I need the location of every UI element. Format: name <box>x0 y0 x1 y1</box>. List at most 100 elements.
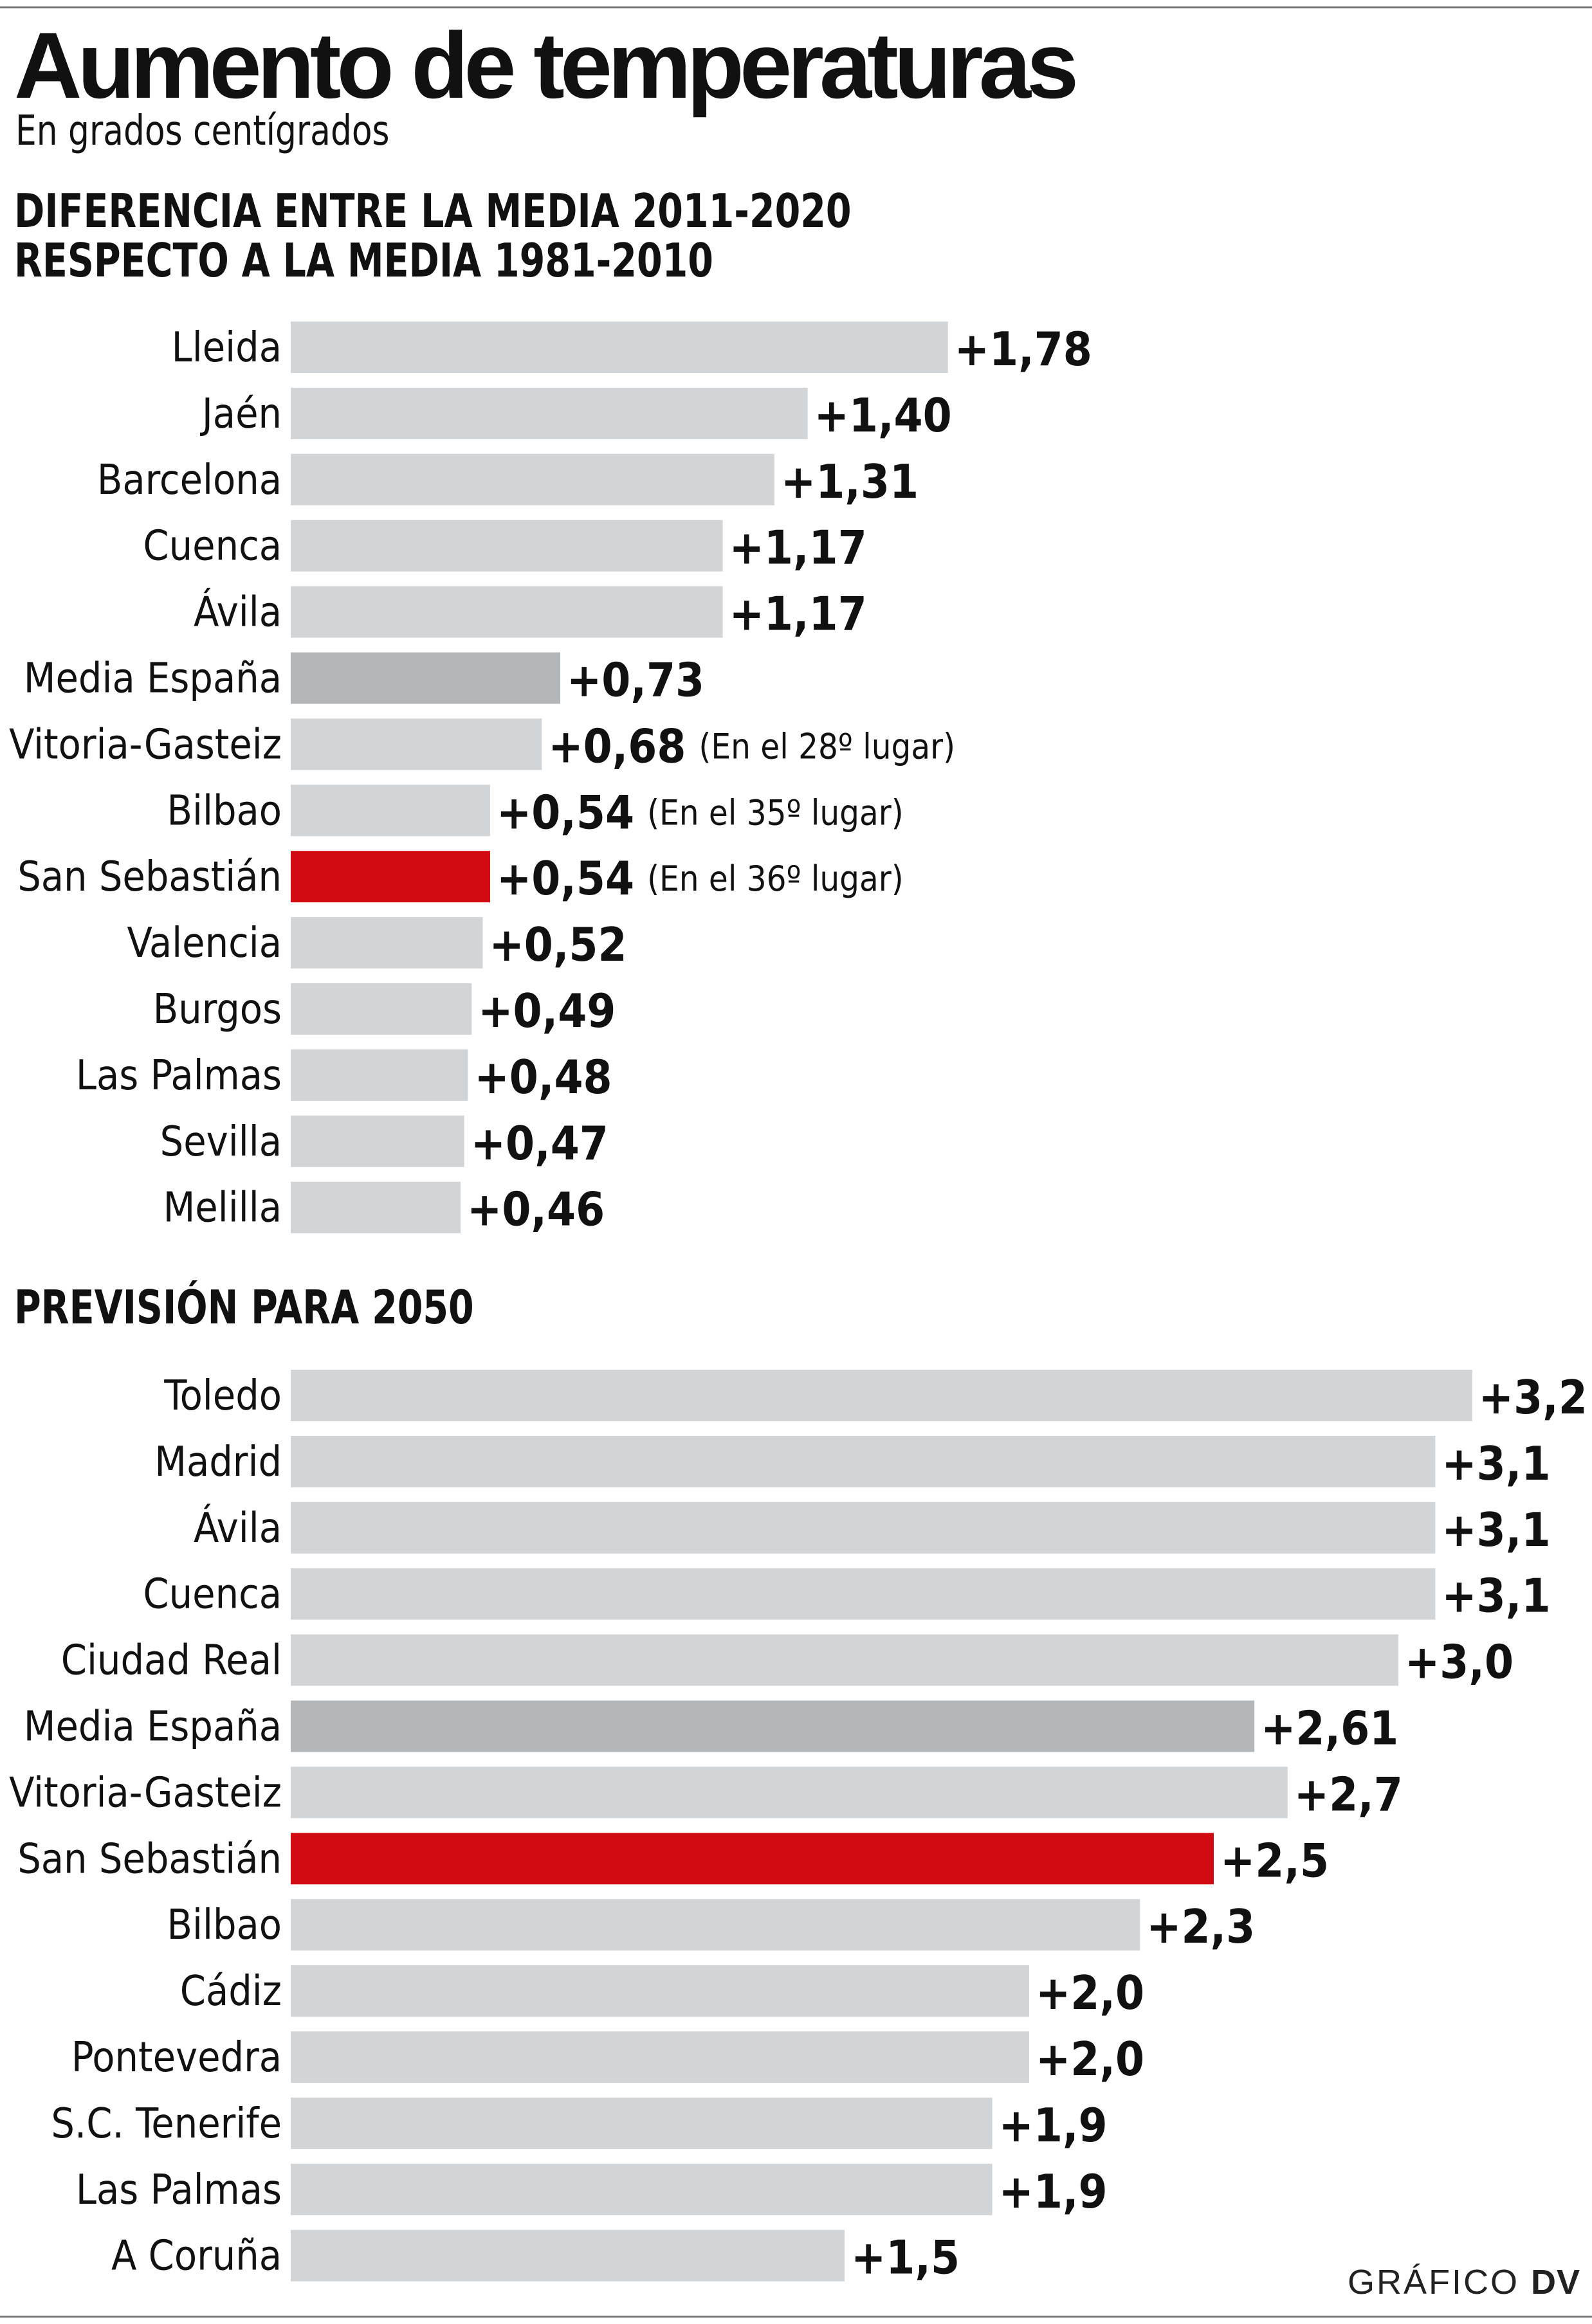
section-title-2050: PREVISIÓN PARA 2050 <box>14 1280 474 1334</box>
category-label: Melilla <box>163 1185 282 1232</box>
value-label: +0,47 <box>471 1116 608 1170</box>
bar <box>291 2163 993 2215</box>
value-label: +3,1 <box>1441 1503 1550 1557</box>
category-label: Cuenca <box>143 523 282 570</box>
value-label: +3,2 <box>1479 1370 1587 1424</box>
bar <box>291 1766 1288 1819</box>
category-label: Media España <box>24 655 282 703</box>
bar <box>291 322 948 373</box>
value-label: +0,48 <box>475 1050 612 1104</box>
bar <box>291 453 774 505</box>
category-label: Bilbao <box>167 787 282 835</box>
credit-brand: DV <box>1530 2263 1580 2301</box>
value-label: +1,31 <box>781 455 919 509</box>
value-label: +3,1 <box>1441 1569 1550 1623</box>
chart-title: Aumento de temperaturas <box>14 13 1079 118</box>
category-label: S.C. Tenerife <box>51 2100 282 2148</box>
value-label: +0,54 <box>497 851 634 905</box>
value-label: +3,1 <box>1441 1437 1550 1491</box>
bar <box>291 1502 1436 1554</box>
bar <box>291 1435 1436 1487</box>
value-label: +2,61 <box>1261 1702 1398 1756</box>
bar <box>291 983 472 1035</box>
bar <box>291 1634 1398 1686</box>
chart-subtitle: En grados centígrados <box>15 107 390 155</box>
value-label: +1,40 <box>814 388 952 442</box>
credit: GRÁFICO DV <box>1348 2262 1580 2302</box>
category-label: Valencia <box>127 920 282 967</box>
category-label: Las Palmas <box>76 1052 282 1100</box>
category-label: Vitoria-Gasteiz <box>9 1769 282 1817</box>
value-label: +0,52 <box>489 918 627 972</box>
bar <box>291 652 561 704</box>
bar <box>291 1965 1029 2017</box>
credit-prefix: GRÁFICO <box>1347 2263 1519 2301</box>
category-label: A Coruña <box>111 2233 282 2280</box>
value-label: +1,5 <box>851 2231 960 2285</box>
value-label: +0,54 <box>497 785 634 839</box>
section-title-line: RESPECTO A LA MEDIA 1981-2010 <box>14 233 713 288</box>
bar <box>291 1370 1472 1421</box>
category-label: Madrid <box>154 1439 282 1486</box>
bar <box>291 387 808 439</box>
value-label: +1,17 <box>729 521 867 575</box>
bar <box>291 586 723 638</box>
value-label: +2,0 <box>1036 2032 1144 2086</box>
bar <box>291 2097 993 2149</box>
value-label: +2,5 <box>1220 1833 1329 1887</box>
category-label: Cádiz <box>180 1968 282 2015</box>
value-label: +2,7 <box>1294 1767 1403 1821</box>
bar <box>291 718 542 770</box>
bar <box>291 1115 464 1167</box>
bar <box>291 520 723 572</box>
bar <box>291 2031 1029 2083</box>
bar <box>291 1833 1214 1885</box>
value-label: +1,78 <box>955 322 1092 376</box>
value-label: +0,49 <box>478 984 616 1038</box>
bar <box>291 1568 1436 1620</box>
category-label: Las Palmas <box>76 2166 282 2214</box>
category-label: Bilbao <box>167 1902 282 1949</box>
value-label: +1,9 <box>999 2165 1108 2219</box>
category-label: Barcelona <box>97 457 282 504</box>
section-title-2011-2020: DIFERENCIA ENTRE LA MEDIA 2011-2020 RESP… <box>14 186 852 286</box>
value-label: +0,68 <box>548 719 686 773</box>
bar <box>291 1899 1140 1951</box>
top-rule <box>0 6 1592 8</box>
value-label: +1,9 <box>999 2098 1108 2152</box>
category-label: Ávila <box>194 1503 282 1552</box>
category-label: Lleida <box>172 324 282 372</box>
bar <box>291 1049 468 1101</box>
bar <box>291 1700 1255 1752</box>
bottom-rule <box>0 2316 1592 2318</box>
category-label: San Sebastián <box>17 1835 282 1883</box>
category-label: Jaén <box>200 390 282 438</box>
category-label: Ávila <box>194 588 282 637</box>
bar <box>291 785 490 837</box>
value-label: +3,0 <box>1405 1635 1514 1689</box>
rank-note: (En el 36º lugar) <box>647 858 904 899</box>
category-label: Media España <box>24 1703 282 1751</box>
category-label: Cuenca <box>143 1571 282 1619</box>
category-label: Burgos <box>153 986 282 1033</box>
bar <box>291 851 490 903</box>
value-label: +0,46 <box>467 1183 605 1237</box>
bar <box>291 2229 845 2282</box>
section-title-line: DIFERENCIA ENTRE LA MEDIA 2011-2020 <box>14 184 852 238</box>
category-label: Toledo <box>163 1372 282 1420</box>
category-label: Ciudad Real <box>61 1637 282 1685</box>
bar <box>291 1181 461 1233</box>
value-label: +1,17 <box>729 587 867 641</box>
rank-note: (En el 28º lugar) <box>699 726 955 767</box>
bar <box>291 917 483 969</box>
category-label: Vitoria-Gasteiz <box>9 721 282 768</box>
rank-note: (En el 35º lugar) <box>647 792 904 833</box>
category-label: Sevilla <box>160 1118 282 1166</box>
category-label: San Sebastián <box>17 853 282 901</box>
category-label: Pontevedra <box>71 2034 282 2082</box>
value-label: +2,3 <box>1146 1900 1255 1954</box>
